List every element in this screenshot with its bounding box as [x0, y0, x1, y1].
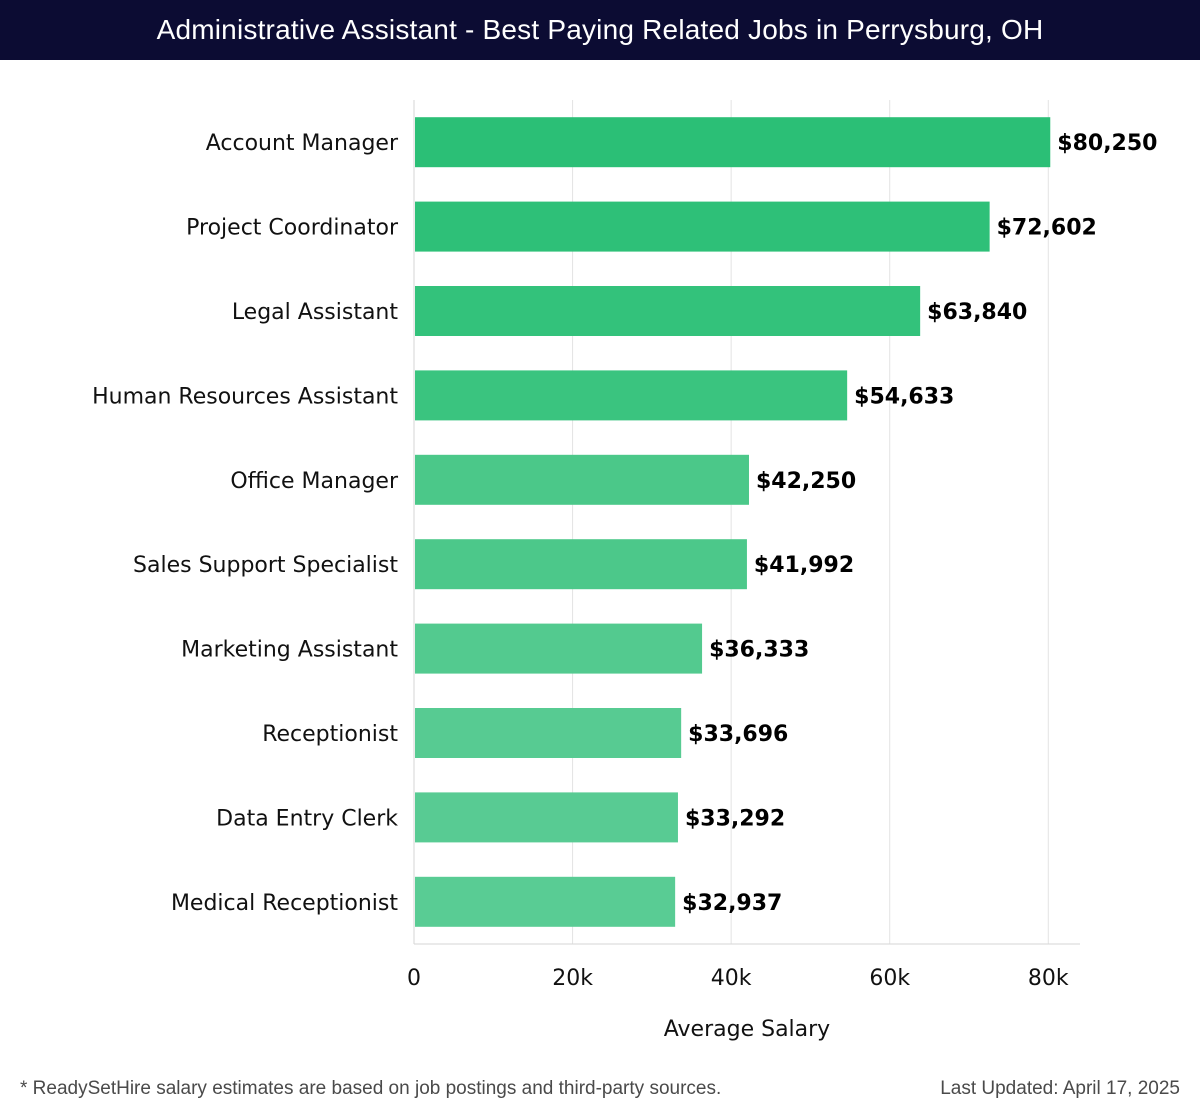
x-tick-label: 60k — [869, 966, 910, 991]
bar-chart: Account Manager Project Coordinator Legal … — [92, 100, 1157, 1042]
value-label: $33,696 — [688, 722, 788, 747]
value-label: $54,633 — [854, 384, 954, 409]
category-label: Human Resources Assistant — [92, 384, 398, 409]
category-label: Office Manager — [230, 469, 399, 494]
value-label: $72,602 — [997, 216, 1097, 241]
bar — [415, 539, 747, 590]
bar — [415, 876, 676, 927]
x-tick-label: 40k — [711, 966, 752, 991]
bars — [415, 117, 1051, 927]
bar — [415, 117, 1051, 168]
bar — [415, 201, 990, 252]
x-axis: 0 20k 40k 60k 80k Average Salary — [407, 100, 1080, 1042]
value-label: $41,992 — [754, 553, 854, 578]
value-label: $63,840 — [927, 300, 1027, 325]
bar — [415, 623, 703, 674]
x-tick-label: 20k — [552, 966, 593, 991]
category-label: Marketing Assistant — [181, 638, 398, 663]
value-label: $80,250 — [1057, 131, 1157, 156]
bar — [415, 454, 749, 505]
x-tick-label: 80k — [1028, 966, 1069, 991]
category-label: Account Manager — [206, 131, 399, 156]
category-label: Sales Support Specialist — [133, 553, 398, 578]
x-tick-label: 0 — [407, 966, 421, 991]
category-label: Medical Receptionist — [171, 891, 398, 916]
value-label: $42,250 — [756, 469, 856, 494]
bar — [415, 286, 921, 336]
bar — [415, 708, 682, 758]
category-label: Receptionist — [262, 722, 398, 747]
chart-title: Administrative Assistant - Best Paying R… — [156, 14, 1044, 45]
last-updated: Last Updated: April 17, 2025 — [940, 1078, 1180, 1099]
category-label: Project Coordinator — [186, 216, 399, 241]
bar — [415, 792, 678, 843]
category-label: Legal Assistant — [232, 300, 399, 325]
footnote: * ReadySetHire salary estimates are base… — [20, 1078, 722, 1099]
category-labels: Account Manager Project Coordinator Legal … — [92, 131, 399, 916]
category-label: Data Entry Clerk — [216, 806, 398, 831]
value-labels: $80,250 $72,602 $63,840 $54,633 $42,250 $41,9… — [682, 131, 1157, 916]
chart-title-bar: Administrative Assistant - Best Paying R… — [0, 0, 1200, 60]
value-label: $32,937 — [682, 891, 782, 916]
value-label: $36,333 — [709, 638, 809, 663]
value-label: $33,292 — [685, 806, 785, 831]
bar — [415, 370, 848, 421]
x-axis-title: Average Salary — [664, 1017, 830, 1042]
